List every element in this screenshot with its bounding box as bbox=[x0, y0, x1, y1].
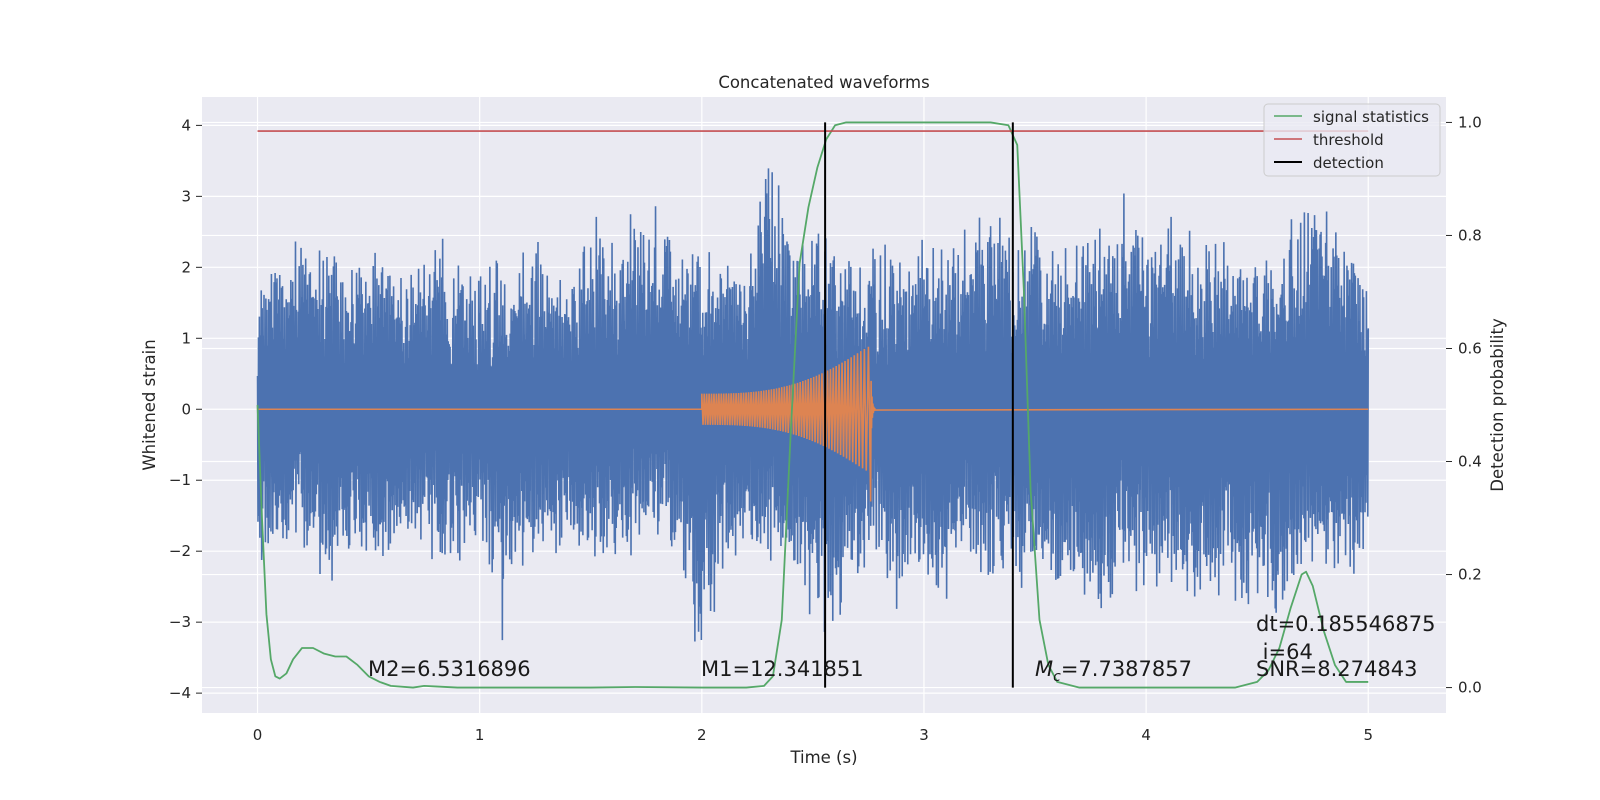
left-y-tick-label: 2 bbox=[181, 258, 191, 276]
left-y-tick-label: −3 bbox=[169, 613, 191, 631]
legend: signal statistics threshold detection bbox=[1263, 103, 1441, 177]
signal-statistics-series bbox=[256, 121, 1369, 689]
x-tick-label: 5 bbox=[1363, 726, 1373, 744]
annotation-chirp-mass-symbol: M bbox=[1035, 657, 1053, 681]
right-y-tick-label: 0.8 bbox=[1458, 226, 1482, 244]
annotation-m1: M1=12.341851 bbox=[701, 657, 864, 681]
legend-label-signal-statistics: signal statistics bbox=[1313, 108, 1429, 126]
annotation-m2: M2=6.5316896 bbox=[368, 657, 531, 681]
left-y-tick-label: 3 bbox=[181, 187, 191, 205]
signal-statistics-line bbox=[256, 121, 1369, 689]
right-y-tick-label: 0.6 bbox=[1458, 339, 1482, 357]
left-y-tick-label: 4 bbox=[181, 116, 191, 134]
annotations: M2=6.5316896 M1=12.341851 Mc=7.7387857 d… bbox=[368, 612, 1435, 685]
whitened-strain-series bbox=[256, 168, 1370, 642]
right-y-axis-label: Detection probability bbox=[1488, 318, 1507, 492]
annotation-chirp-mass: Mc=7.7387857 bbox=[1035, 657, 1192, 685]
detection-series bbox=[824, 122, 1014, 688]
annotation-snr: SNR=8.274843 bbox=[1256, 657, 1417, 681]
x-tick-label: 2 bbox=[697, 726, 707, 744]
chirp-waveform-series bbox=[257, 346, 1369, 502]
left-y-axis-label: Whitened strain bbox=[140, 339, 159, 470]
left-y-axis-ticks: −4 −3 −2 −1 0 1 2 3 4 bbox=[169, 116, 202, 702]
whitened-strain-line bbox=[256, 168, 1370, 642]
x-tick-label: 0 bbox=[253, 726, 263, 744]
x-axis-ticks: 0 1 2 3 4 5 bbox=[253, 726, 1373, 744]
annotation-chirp-mass-subscript: c bbox=[1053, 669, 1061, 685]
right-y-tick-label: 0.4 bbox=[1458, 453, 1482, 471]
right-y-tick-label: 0.2 bbox=[1458, 566, 1482, 584]
annotation-index: i=64 bbox=[1256, 640, 1313, 664]
right-y-tick-label: 0.0 bbox=[1458, 679, 1482, 697]
right-y-axis-ticks: 0.0 0.2 0.4 0.6 0.8 1.0 bbox=[1446, 113, 1482, 697]
x-tick-label: 1 bbox=[475, 726, 485, 744]
x-axis-label: Time (s) bbox=[789, 748, 857, 767]
left-y-tick-label: −1 bbox=[169, 471, 191, 489]
legend-box bbox=[1263, 103, 1441, 177]
legend-label-detection: detection bbox=[1313, 154, 1384, 172]
chirp-waveform-line bbox=[257, 346, 1369, 502]
annotation-dt: dt=0.185546875 bbox=[1256, 612, 1435, 636]
x-tick-label: 4 bbox=[1141, 726, 1151, 744]
left-y-tick-label: 0 bbox=[181, 400, 191, 418]
annotation-chirp-mass-value: =7.7387857 bbox=[1061, 657, 1192, 681]
right-y-tick-label: 1.0 bbox=[1458, 113, 1482, 131]
left-y-tick-label: 1 bbox=[181, 329, 191, 347]
legend-label-threshold: threshold bbox=[1313, 131, 1384, 149]
x-tick-label: 3 bbox=[919, 726, 929, 744]
left-y-tick-label: −2 bbox=[169, 542, 191, 560]
chart-title: Concatenated waveforms bbox=[718, 73, 929, 92]
left-y-tick-label: −4 bbox=[169, 684, 191, 702]
